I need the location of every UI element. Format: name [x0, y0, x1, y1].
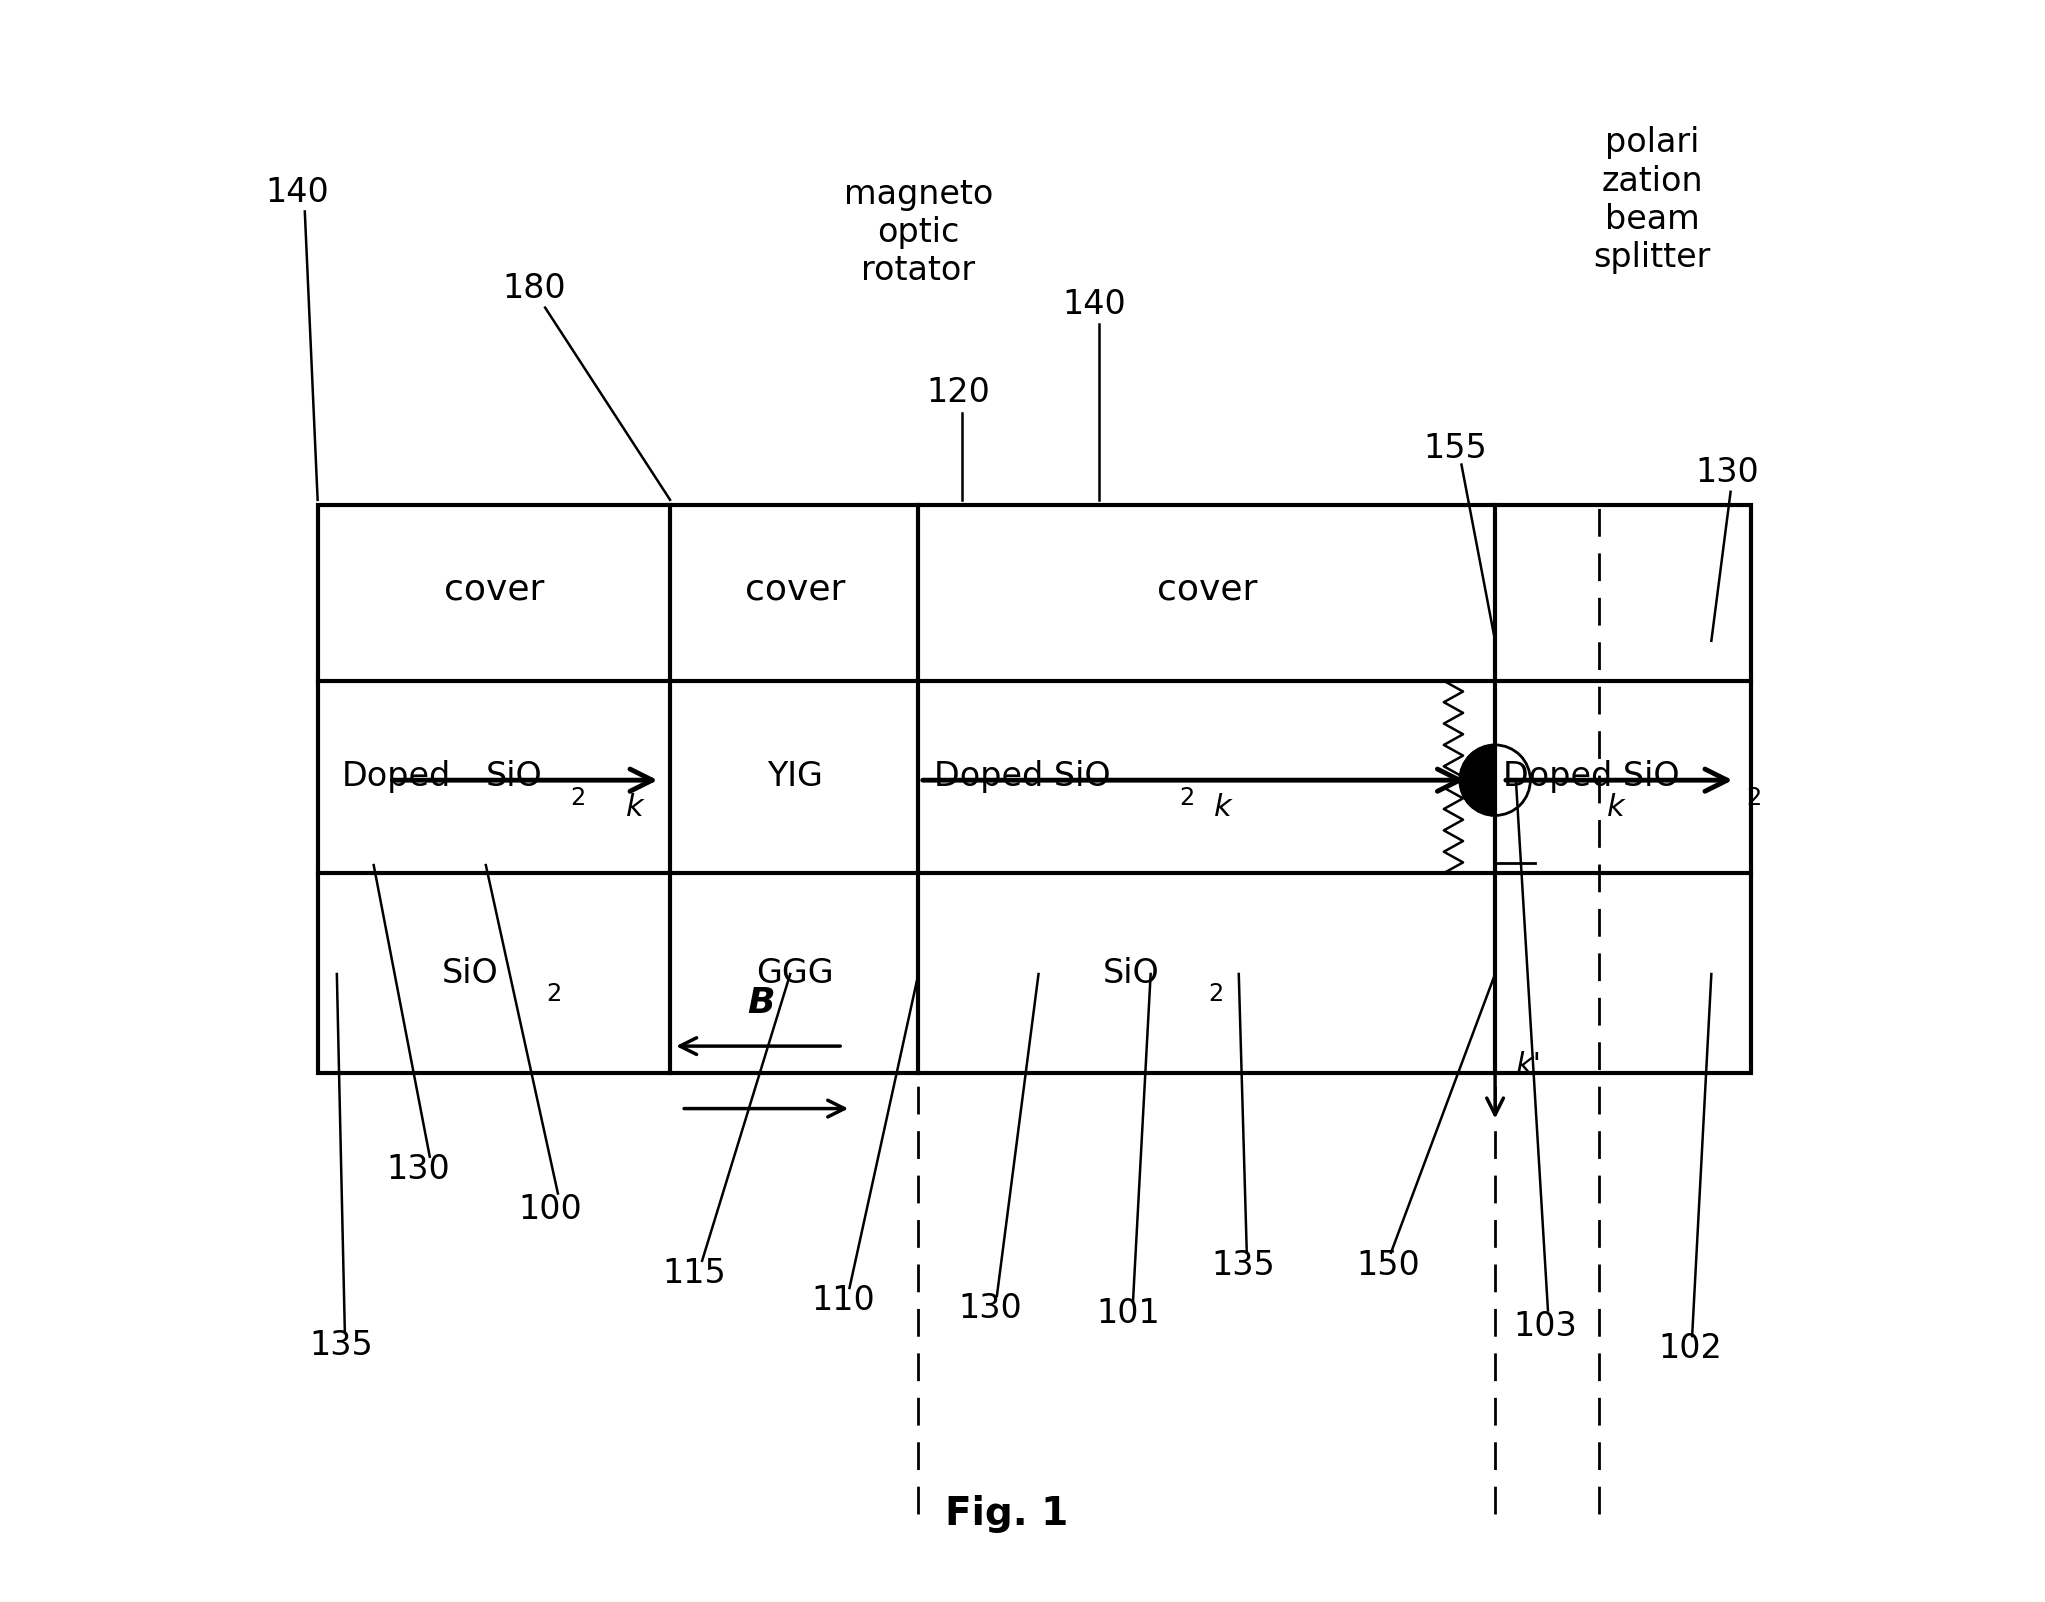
- Text: magneto
optic
rotator: magneto optic rotator: [845, 178, 994, 287]
- Text: 115: 115: [663, 1258, 726, 1290]
- Text: cover: cover: [744, 572, 845, 607]
- Text: 140: 140: [1063, 288, 1127, 320]
- Text: GGG: GGG: [757, 956, 834, 990]
- Text: SiO: SiO: [442, 956, 499, 990]
- Text: 130: 130: [1695, 457, 1759, 489]
- Text: 2: 2: [546, 982, 562, 1006]
- Text: 102: 102: [1658, 1333, 1722, 1365]
- Text: cover: cover: [1157, 572, 1258, 607]
- Text: 150: 150: [1356, 1250, 1419, 1282]
- Text: k: k: [1215, 793, 1231, 822]
- Text: k: k: [1607, 793, 1624, 822]
- Text: 103: 103: [1513, 1310, 1577, 1342]
- Text: 101: 101: [1096, 1298, 1160, 1330]
- Text: 2: 2: [1180, 787, 1194, 809]
- Text: 130: 130: [959, 1293, 1022, 1325]
- Text: 130: 130: [387, 1153, 450, 1185]
- Text: 110: 110: [812, 1285, 875, 1317]
- Text: k: k: [626, 793, 644, 822]
- Text: YIG: YIG: [767, 761, 822, 793]
- Text: k': k': [1515, 1051, 1542, 1080]
- Text: cover: cover: [444, 572, 544, 607]
- Text: 2: 2: [571, 787, 587, 809]
- Wedge shape: [1460, 745, 1495, 815]
- Text: Doped SiO: Doped SiO: [1503, 761, 1679, 793]
- Text: 120: 120: [926, 376, 990, 409]
- Text: 180: 180: [503, 272, 566, 304]
- Text: 100: 100: [517, 1193, 581, 1226]
- Text: SiO: SiO: [1102, 956, 1160, 990]
- Text: 2: 2: [1746, 787, 1763, 809]
- Bar: [317, 505, 1751, 1073]
- Text: 135: 135: [1213, 1250, 1276, 1282]
- Text: B: B: [748, 985, 775, 1020]
- Text: Fig. 1: Fig. 1: [945, 1495, 1067, 1533]
- Text: polari
zation
beam
splitter: polari zation beam splitter: [1593, 127, 1712, 274]
- Text: 135: 135: [309, 1330, 374, 1362]
- Text: Doped: Doped: [342, 761, 450, 793]
- Text: 155: 155: [1423, 433, 1487, 465]
- Text: 140: 140: [266, 176, 329, 208]
- Text: SiO: SiO: [487, 761, 542, 793]
- Text: Doped SiO: Doped SiO: [935, 761, 1110, 793]
- Text: 2: 2: [1209, 982, 1223, 1006]
